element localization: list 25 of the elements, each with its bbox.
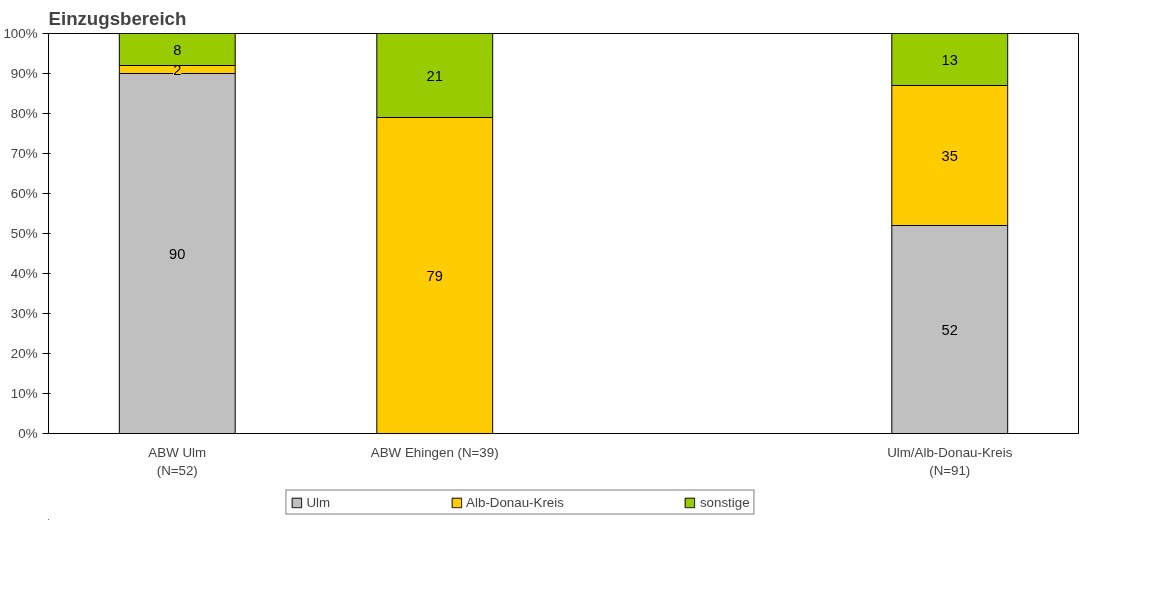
legend-label: Ulm xyxy=(306,494,331,510)
x-tick-label: Ulm/Alb-Donau-Kreis (N=91) xyxy=(887,444,1013,478)
legend-label: sonstige xyxy=(699,494,750,510)
data-label: 8 xyxy=(173,41,182,58)
data-label: 79 xyxy=(426,267,443,284)
y-tick-label: 20% xyxy=(10,346,38,361)
x-tick-label: ABW Ulm (N=52) xyxy=(148,444,207,478)
legend-label: Alb-Donau-Kreis xyxy=(466,494,564,510)
data-label: 52 xyxy=(941,321,958,338)
data-label: 35 xyxy=(941,147,958,164)
data-label: 21 xyxy=(426,67,443,84)
y-tick-label: 80% xyxy=(10,106,38,121)
y-tick-label: 70% xyxy=(10,146,38,161)
y-tick-label: 10% xyxy=(10,386,38,401)
data-label: 90 xyxy=(169,245,186,262)
data-label: 13 xyxy=(941,51,958,68)
y-tick-label: 30% xyxy=(10,306,38,321)
y-tick-label: 0% xyxy=(18,426,38,441)
y-tick-label: 50% xyxy=(10,226,38,241)
chart-title: Einzugsbereich xyxy=(48,7,187,29)
y-tick-label: 100% xyxy=(3,26,38,41)
y-tick-label: 90% xyxy=(10,66,38,81)
y-tick-label: 60% xyxy=(10,186,38,201)
x-tick-label: ABW Ehingen (N=39) xyxy=(370,444,499,460)
y-tick-label: 40% xyxy=(10,266,38,281)
